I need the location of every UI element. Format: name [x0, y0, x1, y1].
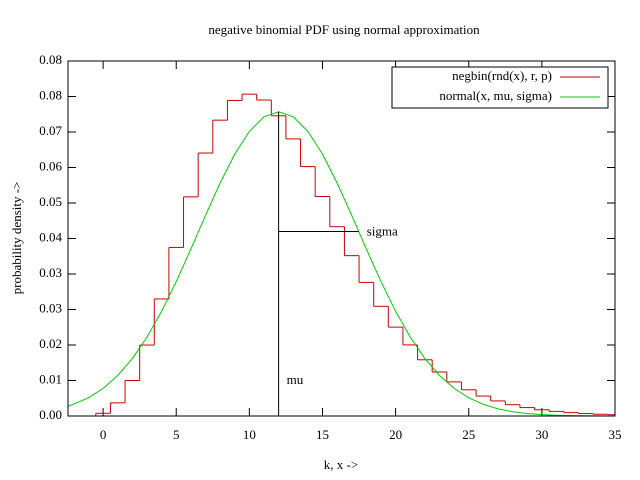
x-tick-label: 35	[609, 427, 622, 442]
x-axis-label: k, x ->	[324, 457, 358, 472]
y-axis-label: probability density ->	[9, 182, 24, 295]
y-tick-label: 0.00	[39, 407, 62, 422]
x-tick-label: 0	[100, 427, 107, 442]
x-tick-label: 15	[316, 427, 329, 442]
plot-frame	[67, 60, 616, 417]
x-tick-label: 30	[535, 427, 548, 442]
legend-label: negbin(rnd(x), r, p)	[452, 68, 552, 83]
y-tick-label: 0.05	[39, 194, 62, 209]
plot-area	[68, 93, 615, 416]
y-tick-label: 0.08	[39, 87, 62, 102]
x-tick-label: 25	[462, 427, 475, 442]
y-tick-label: 0.01	[39, 371, 62, 386]
y-tick-label: 0.03	[39, 300, 62, 315]
mu-label: mu	[287, 372, 304, 387]
y-tick-label: 0.02	[39, 336, 62, 351]
legend-label: normal(x, mu, sigma)	[439, 88, 552, 103]
sigma-label: sigma	[367, 223, 398, 238]
chart-title: negative binomial PDF using normal appro…	[208, 22, 480, 37]
y-tick-label: 0.08	[39, 52, 62, 67]
y-tick-label: 0.06	[39, 158, 62, 173]
x-tick-label: 20	[389, 427, 402, 442]
y-tick-label: 0.03	[39, 265, 62, 280]
y-tick-label: 0.07	[39, 123, 62, 138]
curve	[68, 111, 615, 416]
x-tick-label: 10	[243, 427, 256, 442]
x-tick-label: 5	[173, 427, 180, 442]
y-tick-label: 0.04	[39, 229, 62, 244]
legend-box	[391, 66, 609, 109]
